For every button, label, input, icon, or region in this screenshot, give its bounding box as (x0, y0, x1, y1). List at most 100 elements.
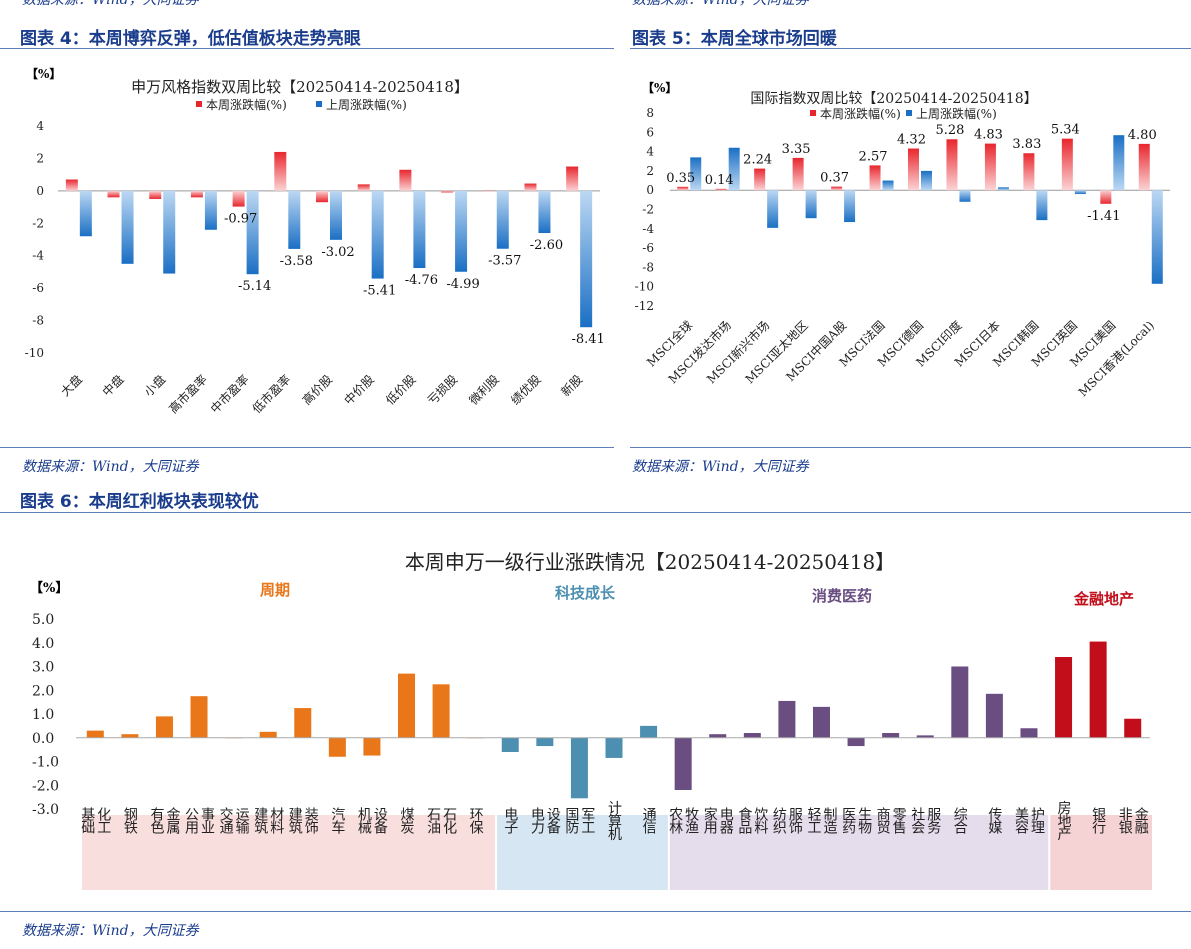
fig6-category-label: 金融 (1133, 807, 1149, 834)
chart-style-index: 申万风格指数双周比较【20250414-20250418】 【%】本周涨跌幅(%)… (25, 66, 605, 417)
fig5-data-label: 2.57 (859, 149, 888, 164)
fig6-bar (121, 734, 139, 738)
fig6-category-label: 装饰 (303, 807, 319, 834)
fig5-bar-last-week (844, 190, 856, 223)
fig5-bar-this-week (831, 186, 843, 191)
fig5-bar-last-week (1113, 135, 1125, 191)
fig4-data-label: -5.14 (238, 279, 271, 294)
fig6-category-label: 牧渔 (683, 807, 699, 834)
fig4-category-label: 高价股 (299, 372, 335, 408)
fig6-category-label: 建筑 (252, 807, 268, 835)
fig5-source: 数据来源：Wind，大同证券 (632, 459, 809, 475)
fig6-category-label: 计算机 (606, 801, 622, 842)
header-source-right: 数据来源：Wind，大同证券 (632, 0, 809, 8)
fig4-category-label: 亏损股 (425, 372, 460, 407)
fig6-bottom-rule (0, 911, 1191, 912)
fig6-group-label: 科技成长 (555, 584, 616, 602)
fig4-bar-last-week (288, 190, 301, 249)
fig6-group-band (496, 815, 668, 890)
fig6-ytick: 0.0 (32, 731, 54, 747)
fig5-bar-this-week (984, 143, 996, 191)
fig6-category-label: 石化 (441, 807, 457, 835)
fig6-category-label: 农林 (667, 807, 683, 834)
fig6-bar (1020, 728, 1038, 738)
fig5-bar-this-week (715, 188, 727, 191)
fig4-legend-this-week: 本周涨跌幅(%) (206, 97, 287, 112)
fig6-group-label: 消费医药 (812, 587, 872, 605)
fig5-bar-this-week (792, 157, 804, 191)
fig5-data-label: 2.24 (743, 153, 772, 168)
fig5-bar-last-week (1036, 190, 1048, 221)
chart-industry: 本周申万一级行业涨跌情况【20250414-20250418】【%】 5.0 4.0… (30, 550, 1152, 890)
fig4-bar-this-week (482, 190, 495, 192)
fig4-category-label: 绩优股 (508, 372, 543, 407)
fig5-caption: 图表 5：本周全球市场回暖 (632, 29, 837, 49)
fig5-legend-this-week: 本周涨跌幅(%) (820, 106, 901, 121)
fig6-category-label: 化工 (95, 807, 111, 833)
fig6-bar (916, 735, 934, 738)
fig6-category-label: 金属 (164, 807, 180, 834)
fig6-category-label: 钢铁 (122, 807, 138, 834)
fig4-data-label: -2.60 (530, 238, 563, 253)
fig4-top-rule (0, 48, 614, 49)
fig6-category-label: 运输 (234, 807, 250, 834)
fig6-bar (674, 737, 692, 790)
fig5-category-label: MSCI香港(Local) (1076, 318, 1157, 399)
fig5-data-label: 3.83 (1012, 137, 1041, 152)
fig5-data-label: 0.37 (820, 171, 849, 186)
fig6-category-label: 交通 (218, 806, 234, 835)
fig4-bar-this-week (441, 190, 454, 193)
fig6-category-label: 轻工 (805, 807, 821, 833)
fig5-ytick: 4 (646, 145, 654, 159)
fig6-category-label: 设备 (372, 807, 388, 834)
fig5-bar-this-week (1061, 138, 1073, 191)
fig6-category-label: 服务 (925, 807, 941, 834)
fig6-bar (155, 716, 173, 738)
fig4-ytick: -6 (32, 281, 44, 295)
fig6-category-label: 综合 (952, 807, 968, 834)
fig4-source: 数据来源：Wind，大同证券 (22, 459, 199, 475)
fig6-bar (398, 673, 416, 738)
fig6-category-label: 事业 (199, 807, 215, 834)
fig4-legend-marker-this-week (196, 101, 202, 107)
fig6-bar (882, 733, 900, 738)
fig6-category-label: 家用 (702, 806, 718, 835)
fig4-bar-last-week (121, 190, 134, 264)
fig6-category-label: 非银 (1117, 807, 1133, 834)
fig6-bar (190, 696, 208, 738)
fig6-category-label: 有色 (148, 807, 164, 834)
fig5-bar-this-week (754, 168, 766, 191)
fig6-group-band (82, 815, 495, 890)
fig5-bar-last-week (882, 180, 894, 191)
fig6-bar (536, 737, 554, 747)
fig4-bar-last-week (496, 190, 509, 249)
fig5-bar-this-week (1138, 143, 1150, 191)
fig4-data-label: -4.76 (405, 273, 438, 288)
fig5-ytick: -10 (635, 280, 654, 294)
fig6-category-label: 设备 (545, 807, 561, 834)
fig6-bar (951, 666, 969, 738)
fig6-category-label: 食品 (736, 806, 752, 834)
fig6-title: 本周申万一级行业涨跌情况【20250414-20250418】 (405, 550, 895, 574)
fig6-bar (1055, 657, 1073, 738)
fig4-ytick: -8 (32, 314, 44, 328)
fig4-category-label: 高市盈率 (165, 372, 210, 417)
header-source-left: 数据来源：Wind，大同证券 (22, 0, 199, 8)
fig6-category-label: 通信 (641, 807, 657, 834)
fig5-legend-marker-last-week (906, 110, 912, 116)
fig4-bar-this-week (190, 190, 203, 198)
fig6-group-band (669, 815, 1049, 890)
fig5-bar-last-week (690, 157, 702, 191)
fig6-category-label: 军工 (579, 807, 595, 833)
fig4-category-label: 低价股 (383, 372, 418, 407)
fig5-ytick: 0 (646, 183, 654, 197)
fig4-category-label: 新股 (558, 372, 586, 400)
fig4-ytick: -10 (25, 346, 44, 360)
fig5-ytick: -8 (642, 260, 654, 274)
fig4-caption: 图表 4：本周博弈反弹，低估值板块走势亮眼 (20, 29, 361, 49)
fig4-ytick: 2 (36, 151, 44, 165)
fig4-bar-last-week (246, 190, 259, 275)
fig4-category-label: 微利股 (467, 372, 502, 407)
fig5-bar-this-week (677, 186, 689, 191)
fig6-category-label: 服饰 (787, 807, 803, 834)
